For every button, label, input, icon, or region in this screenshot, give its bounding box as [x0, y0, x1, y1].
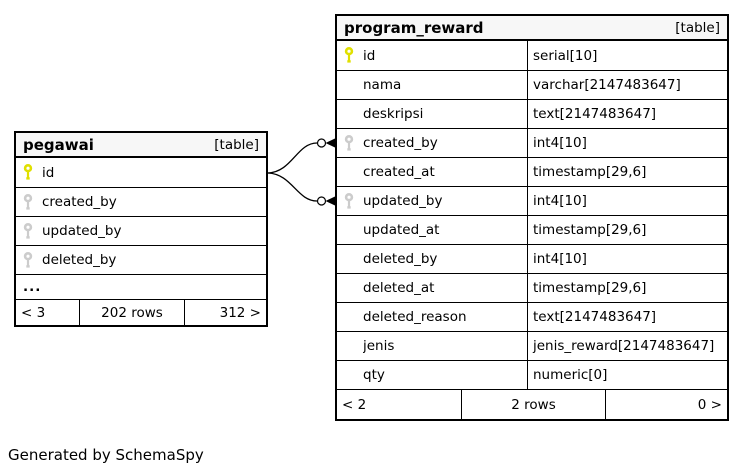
column-name: id	[363, 47, 376, 64]
table-type-badge: [table]	[675, 19, 720, 36]
column-row-deleted_reason: deleted_reason text[2147483647]	[337, 302, 727, 331]
table-name[interactable]: program_reward	[344, 18, 484, 37]
column-row-deleted_at: deleted_at timestamp[29,6]	[337, 273, 727, 302]
column-name: deleted_at	[363, 280, 435, 296]
column-row-nama: nama varchar[2147483647]	[337, 70, 727, 99]
column-row-created_at: created_at timestamp[29,6]	[337, 157, 727, 186]
column-name: ...	[23, 279, 42, 295]
pager-row-count: 202 rows	[80, 300, 185, 325]
generator-credit: Generated by SchemaSpy	[8, 446, 204, 464]
column-name: deleted_reason	[363, 309, 467, 325]
column-name: created_by	[42, 194, 117, 210]
table-program-reward[interactable]: program_reward [table] id serial[10] nam…	[335, 14, 729, 421]
column-type: varchar[2147483647]	[527, 71, 727, 99]
column-name: created_at	[363, 164, 435, 180]
column-row-updated_by: updated_by	[16, 216, 266, 245]
column-type: int4[10]	[527, 245, 727, 273]
column-row-updated_at: updated_at timestamp[29,6]	[337, 215, 727, 244]
odot-marker	[316, 138, 327, 148]
column-name: id	[42, 164, 55, 181]
arrowhead	[325, 138, 335, 148]
column-type: timestamp[29,6]	[527, 216, 727, 244]
column-name: jenis	[363, 338, 395, 354]
column-type: int4[10]	[527, 187, 727, 215]
table-type-badge: [table]	[214, 136, 259, 153]
column-row-created_by: created_by int4[10]	[337, 128, 727, 157]
foreign-key-icon	[16, 222, 42, 240]
column-name: created_by	[363, 135, 438, 151]
column-name: nama	[363, 77, 402, 93]
pager-prev-count: < 2	[337, 390, 462, 419]
table-header: program_reward [table]	[337, 16, 727, 41]
column-name: updated_by	[42, 223, 122, 239]
pager-next-count: 0 >	[697, 396, 722, 413]
odot-marker	[316, 196, 327, 206]
column-name: updated_by	[363, 193, 443, 209]
column-type: int4[10]	[527, 129, 727, 157]
foreign-key-icon	[337, 192, 363, 210]
column-list: id created_by updated_by deleted_by ...	[16, 158, 266, 299]
column-type: timestamp[29,6]	[527, 158, 727, 186]
fk-edge-created-by	[267, 138, 335, 174]
table-name[interactable]: pegawai	[23, 135, 94, 154]
column-row-jenis: jenis jenis_reward[2147483647]	[337, 331, 727, 360]
primary-key-icon	[337, 47, 363, 64]
table-header: pegawai [table]	[16, 133, 266, 158]
column-row-ellipsis: ...	[16, 274, 266, 299]
column-type: text[2147483647]	[527, 100, 727, 128]
column-type: text[2147483647]	[527, 303, 727, 331]
pager-row-count: 2 rows	[462, 390, 606, 419]
table-pager: < 3 202 rows 312 >	[16, 299, 266, 325]
column-type: jenis_reward[2147483647]	[527, 332, 727, 360]
column-row-deskripsi: deskripsi text[2147483647]	[337, 99, 727, 128]
foreign-key-icon	[16, 193, 42, 211]
column-row-id: id serial[10]	[337, 41, 727, 70]
column-list: id serial[10] nama varchar[2147483647] d…	[337, 41, 727, 389]
column-name: updated_at	[363, 222, 440, 238]
column-type: timestamp[29,6]	[527, 274, 727, 302]
column-type: serial[10]	[527, 41, 727, 70]
column-row-qty: qty numeric[0]	[337, 360, 727, 389]
table-pager: < 2 2 rows 0 >	[337, 389, 727, 419]
column-row-deleted_by: deleted_by	[16, 245, 266, 274]
column-type: numeric[0]	[527, 361, 727, 389]
pager-next-count: 312 >	[219, 304, 261, 321]
foreign-key-icon	[337, 134, 363, 152]
column-name: deleted_by	[42, 252, 117, 268]
fk-edge-updated-by	[267, 172, 335, 206]
column-row-deleted_by: deleted_by int4[10]	[337, 244, 727, 273]
column-row-id: id	[16, 158, 266, 187]
column-name: deskripsi	[363, 106, 424, 122]
column-name: qty	[363, 367, 385, 383]
foreign-key-icon	[16, 251, 42, 269]
column-row-created_by: created_by	[16, 187, 266, 216]
table-pegawai[interactable]: pegawai [table] id created_by updated_by…	[14, 131, 268, 327]
arrowhead	[325, 196, 335, 206]
primary-key-icon	[16, 164, 42, 181]
column-name: deleted_by	[363, 251, 438, 267]
pager-prev-count: < 3	[16, 300, 80, 325]
column-row-updated_by: updated_by int4[10]	[337, 186, 727, 215]
